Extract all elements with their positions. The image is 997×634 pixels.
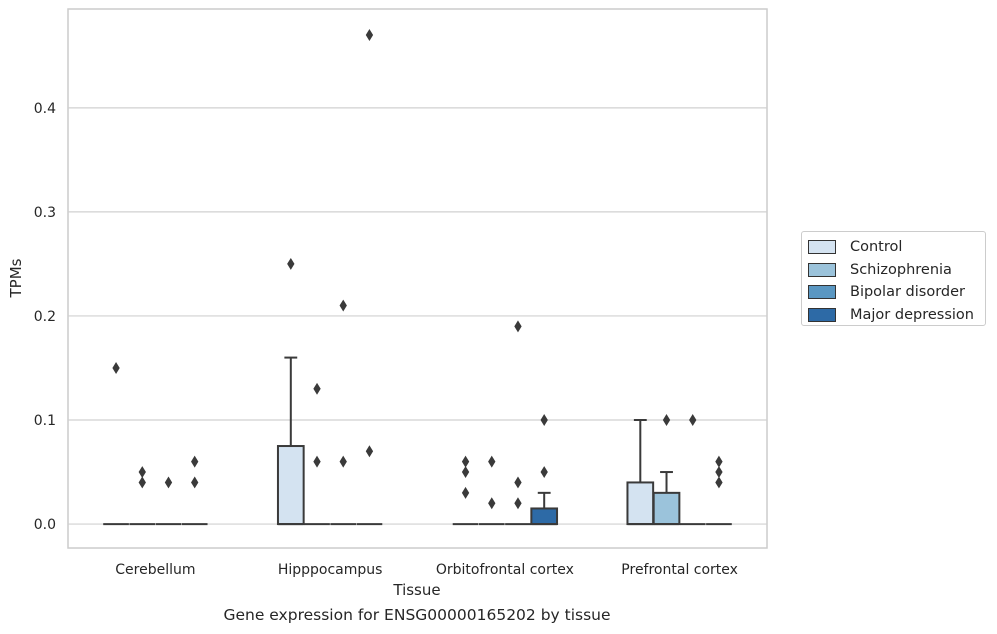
outlier-point xyxy=(138,476,146,489)
outlier-point xyxy=(191,455,199,468)
outlier-point xyxy=(488,497,496,510)
outlier-point xyxy=(461,455,470,468)
legend-item: Major depression xyxy=(808,304,985,327)
x-tick-label: Orbitofrontal cortex xyxy=(436,562,574,578)
x-tick-label: Prefrontal cortex xyxy=(621,562,738,578)
outlier-point xyxy=(514,497,522,510)
x-tick-label: Cerebellum xyxy=(115,562,195,578)
outlier-point xyxy=(488,455,496,468)
outliers xyxy=(112,29,723,510)
y-axis-label: TPMs xyxy=(7,258,25,298)
y-tick-label: 0.1 xyxy=(34,413,56,429)
outlier-point xyxy=(662,414,671,426)
outlier-point xyxy=(461,466,470,479)
outlier-point xyxy=(540,466,548,479)
y-tick-label: 0.2 xyxy=(34,309,56,325)
y-tick-label: 0.4 xyxy=(34,101,56,117)
y-tick-labels: 0.0 0.1 0.2 0.3 0.4 xyxy=(34,101,56,533)
legend-item: Bipolar disorder xyxy=(808,281,985,304)
outlier-point xyxy=(461,486,470,499)
outlier-point xyxy=(365,445,374,458)
box xyxy=(276,445,305,526)
y-tick-label: 0.0 xyxy=(34,517,56,533)
outlier-point xyxy=(164,476,173,489)
legend-swatch xyxy=(808,240,836,255)
legend-swatch xyxy=(808,307,836,322)
legend-swatch xyxy=(808,262,836,277)
legend: Control Schizophrenia Bipolar disorder Majo… xyxy=(801,231,986,326)
outlier-point xyxy=(715,455,723,468)
legend-label: Major depression xyxy=(850,306,974,323)
legend-label: Bipolar disorder xyxy=(850,284,965,301)
chart-caption: Gene expression for ENSG00000165202 by t… xyxy=(223,606,611,624)
outlier-point xyxy=(287,257,295,270)
box xyxy=(626,481,655,526)
y-tick-label: 0.3 xyxy=(34,205,56,221)
legend-item: Schizophrenia xyxy=(808,259,985,282)
legend-swatch xyxy=(808,285,836,300)
boxes xyxy=(103,356,732,526)
outlier-point xyxy=(540,414,548,426)
legend-label: Control xyxy=(850,239,903,256)
box xyxy=(530,507,559,526)
legend-item: Control xyxy=(808,236,985,259)
outlier-point xyxy=(514,320,522,333)
legend-label: Schizophrenia xyxy=(850,261,952,278)
outlier-point xyxy=(689,414,697,426)
outlier-point xyxy=(313,382,321,395)
outlier-point xyxy=(191,476,199,489)
box-control xyxy=(276,356,305,526)
outlier-point xyxy=(339,299,347,312)
outlier-point xyxy=(138,466,146,479)
box-schizophrenia xyxy=(652,471,681,526)
outlier-point xyxy=(365,29,374,41)
outlier-point xyxy=(715,466,723,479)
plot-area xyxy=(67,8,768,549)
x-tick-label: Hipppocampus xyxy=(278,562,383,578)
outlier-point xyxy=(112,362,120,374)
outlier-point xyxy=(313,455,321,468)
box xyxy=(652,491,681,526)
outlier-point xyxy=(514,476,522,489)
outlier-point xyxy=(339,455,347,468)
x-axis-label: Tissue xyxy=(392,581,440,599)
x-tick-labels: Cerebellum Hipppocampus Orbitofrontal cort… xyxy=(115,562,738,578)
box-major-depression xyxy=(530,491,559,526)
outlier-point xyxy=(715,476,723,489)
